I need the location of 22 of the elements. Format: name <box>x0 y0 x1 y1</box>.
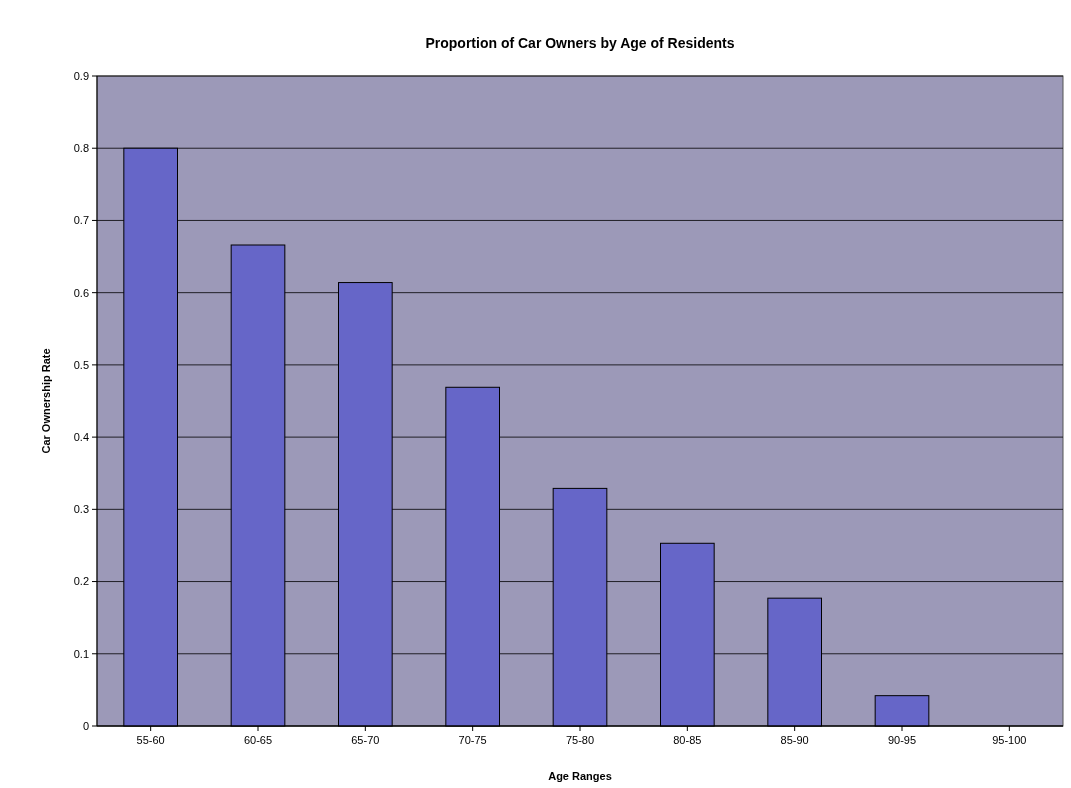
x-tick-label: 95-100 <box>992 734 1027 746</box>
y-tick-label: 0.9 <box>73 69 89 82</box>
chart-title: Proportion of Car Owners by Age of Residents <box>425 35 735 51</box>
x-tick-label: 80-85 <box>673 734 702 746</box>
y-tick-label: 0.8 <box>73 142 89 155</box>
y-tick-label: 0.3 <box>73 503 89 516</box>
y-tick-label: 0.7 <box>73 214 89 227</box>
x-tick-label: 55-60 <box>136 734 165 746</box>
x-axis-title: Age Ranges <box>548 770 612 782</box>
y-tick-label: 0.6 <box>73 286 89 299</box>
y-tick-label: 0.5 <box>73 358 89 371</box>
x-tick-label: 90-95 <box>887 734 917 746</box>
y-tick-label: 0.1 <box>73 647 89 660</box>
x-tick-label: 85-90 <box>780 734 809 746</box>
x-tick-label: 70-75 <box>458 734 487 746</box>
y-tick-label: 0.4 <box>73 430 89 443</box>
y-axis-title: Car Ownership Rate <box>40 348 52 454</box>
y-tick-label: 0.2 <box>73 575 89 588</box>
x-tick-label: 75-80 <box>565 734 595 746</box>
x-tick-label: 60-65 <box>243 734 273 746</box>
y-tick-label: 0 <box>82 719 89 732</box>
x-tick-label: 65-70 <box>351 734 380 746</box>
